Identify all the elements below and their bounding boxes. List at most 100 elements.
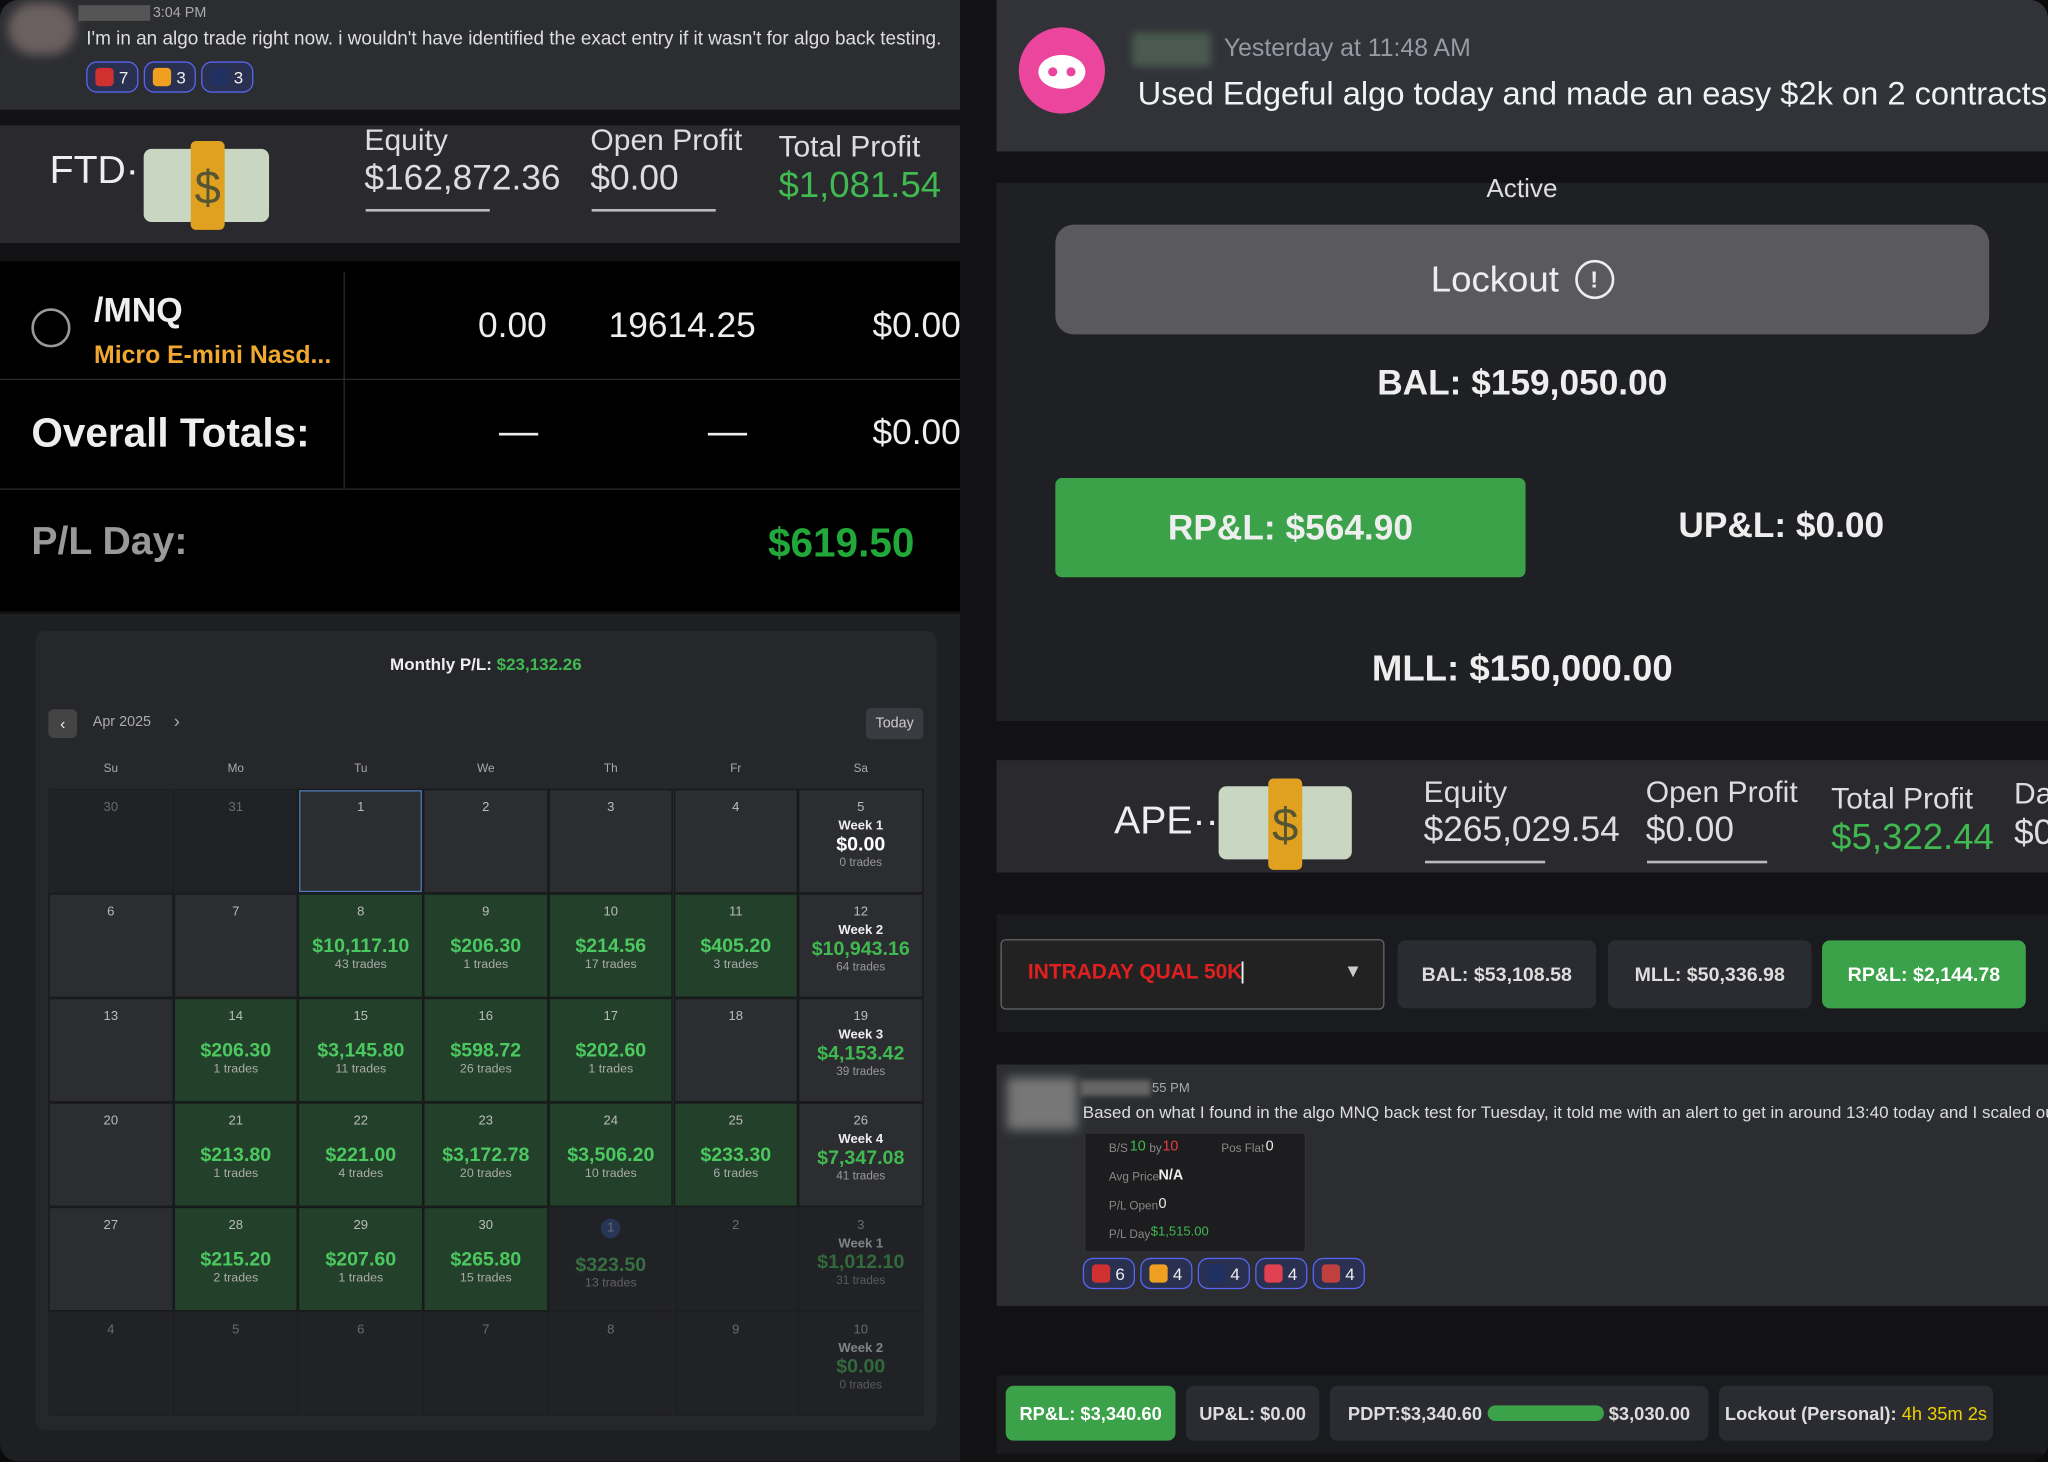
dropdown: ▼: [1343, 959, 1363, 981]
week-label: Week 2: [838, 1341, 884, 1356]
blurred-name: [1132, 32, 1211, 67]
reaction[interactable]: 7: [86, 61, 139, 93]
count: 3: [233, 67, 244, 87]
day-pnl: $3,145.80: [317, 1039, 405, 1062]
reaction[interactable]: 4: [1197, 1257, 1250, 1290]
day-number: 17: [603, 1009, 619, 1024]
emoji: [210, 67, 229, 87]
account-select[interactable]: INTRADAY QUAL 50K | ▼: [1000, 939, 1385, 1010]
reaction[interactable]: 4: [1312, 1257, 1365, 1290]
underline: [1424, 860, 1546, 864]
weekday: Tu: [354, 761, 368, 775]
day-pnl: $233.30: [700, 1144, 772, 1167]
position-widget: B/S 10 by 10 Pos Flat 0 Avg Price N/A P/…: [1084, 1132, 1307, 1253]
totals-pl: $0.00: [872, 412, 961, 452]
day-cell: 1 $323.50 13 trades: [548, 1206, 674, 1312]
day-cell: 13: [48, 997, 174, 1103]
day-cell: 28 $215.20 2 trades: [173, 1206, 299, 1312]
title-label: Monthly P/L:: [390, 654, 492, 674]
day-number: 18: [728, 1009, 744, 1024]
account-name: FTD·: [49, 148, 139, 192]
count: 4: [1172, 1263, 1183, 1284]
day-trades: 10 trades: [584, 1166, 637, 1181]
week-trades: 39 trades: [836, 1064, 886, 1078]
day-cell: 14 $206.30 1 trades: [173, 997, 299, 1103]
day-cell: 24 $3,506.20 10 trades: [548, 1102, 674, 1207]
bal: BAL: $53,108.58: [1397, 940, 1597, 1009]
day-cell: 3: [548, 788, 674, 894]
pdpt: PDPT:$3,340.60 $3,030.00: [1329, 1385, 1709, 1441]
rpl: RP&L: $564.90: [1055, 478, 1526, 578]
day-cell: 4: [48, 1311, 174, 1416]
day-pnl: $323.50: [575, 1253, 647, 1277]
day-number: 25: [728, 1114, 744, 1129]
weekday: Fr: [730, 761, 742, 775]
avatar: [1007, 1077, 1078, 1130]
count: 6: [1115, 1263, 1125, 1284]
day-trades: 6 trades: [713, 1166, 759, 1181]
open-profit: $0.00: [590, 158, 679, 198]
count: 4: [1345, 1263, 1355, 1284]
day-trades: 26 trades: [459, 1061, 512, 1077]
day-trades: 1 trades: [213, 1166, 259, 1181]
day-trades: 2 trades: [213, 1270, 259, 1286]
expand-button[interactable]: [31, 308, 71, 348]
day-cell: 10 $214.56 17 trades: [548, 893, 674, 998]
emoji: [95, 67, 114, 87]
day-pnl: $206.30: [450, 935, 522, 958]
message: 3:04 PM I'm in an algo trade right now. …: [0, 0, 960, 110]
day-cell: 6: [48, 893, 174, 998]
message-text: Based on what I found in the algo MNQ ba…: [1082, 1102, 2048, 1122]
day-number: 20: [103, 1114, 119, 1129]
day-cell: 6: [298, 1311, 424, 1416]
day-number: 15: [353, 1009, 369, 1024]
reaction[interactable]: 3: [201, 61, 254, 93]
account-bar: APE·· $ Equity $265,029.54 Open Profit $…: [996, 760, 2048, 873]
month: Apr 2025: [92, 714, 152, 731]
emoji: [1321, 1264, 1341, 1283]
divider: [0, 488, 960, 490]
reaction[interactable]: 6: [1082, 1257, 1136, 1290]
day-trades: 11 trades: [335, 1061, 387, 1077]
day-cell: 31: [173, 788, 299, 894]
emoji: [1264, 1264, 1283, 1283]
day-number: 26: [853, 1114, 869, 1129]
reaction[interactable]: 3: [143, 61, 196, 93]
day-number: 27: [103, 1218, 119, 1233]
buys: 10: [1129, 1138, 1146, 1155]
day-number: 1: [600, 1218, 621, 1239]
reaction[interactable]: 4: [1140, 1257, 1193, 1290]
caret: |: [1239, 957, 1246, 984]
open: 0: [1158, 1196, 1167, 1213]
reaction[interactable]: 4: [1255, 1257, 1308, 1290]
day-number: 10: [603, 905, 619, 920]
count: 4: [1287, 1263, 1298, 1284]
day-number: 9: [732, 1323, 740, 1338]
next-month[interactable]: ›: [173, 710, 180, 732]
equity: $162,872.36: [364, 158, 561, 198]
day-pnl: $265.80: [450, 1248, 522, 1271]
day-cell: 30: [48, 788, 174, 894]
day-trades: 13 trades: [584, 1276, 637, 1291]
pos: 0: [1265, 1138, 1274, 1155]
day-trades: 20 trades: [459, 1166, 512, 1181]
prev-month[interactable]: ‹: [48, 709, 78, 738]
day-number: 23: [478, 1114, 494, 1129]
toolbar: INTRADAY QUAL 50K | ▼ BAL: $53,108.58 MLL:…: [996, 914, 2048, 1032]
week-trades: 0 trades: [839, 855, 883, 869]
day-number: 14: [228, 1009, 244, 1024]
day-cell: 7: [173, 893, 299, 998]
day-number: 28: [228, 1218, 244, 1233]
today-button[interactable]: Today: [865, 707, 924, 740]
avatar: [7, 2, 76, 55]
week-pnl: $7,347.08: [817, 1146, 905, 1169]
day-pnl: $598.72: [450, 1039, 522, 1062]
equity: $265,029.54: [1423, 809, 1620, 849]
blurred-name: [1080, 1080, 1151, 1096]
lockout-button[interactable]: Lockout!: [1055, 224, 1990, 335]
day-trades: 15 trades: [459, 1270, 512, 1286]
weekday: Th: [603, 761, 618, 775]
day-number: 10: [853, 1323, 869, 1338]
